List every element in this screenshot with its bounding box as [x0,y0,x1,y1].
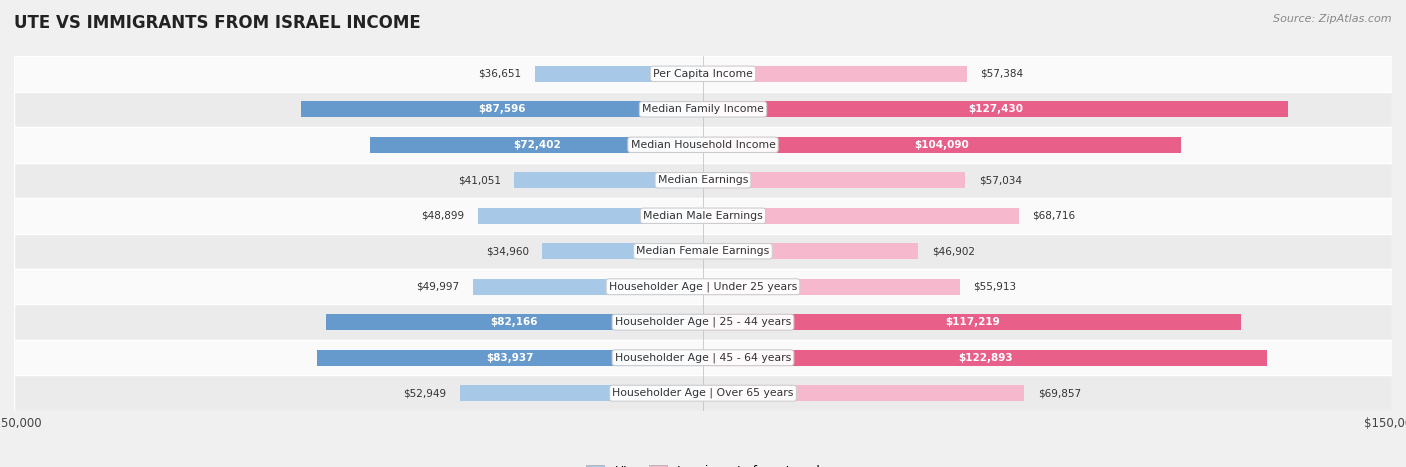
Text: $69,857: $69,857 [1038,388,1081,398]
Text: $52,949: $52,949 [404,388,446,398]
Bar [14,375,1392,411]
Bar [703,101,1288,117]
Text: Median Family Income: Median Family Income [643,104,763,114]
Text: $82,166: $82,166 [491,317,538,327]
Legend: Ute, Immigrants from Israel: Ute, Immigrants from Israel [581,460,825,467]
Bar [14,269,1392,304]
Bar [703,66,966,82]
Text: Median Female Earnings: Median Female Earnings [637,246,769,256]
Bar [543,243,703,259]
Text: $83,937: $83,937 [486,353,534,363]
Text: $48,899: $48,899 [422,211,464,221]
Text: $49,997: $49,997 [416,282,460,292]
Bar [703,350,1267,366]
Text: $57,034: $57,034 [979,175,1022,185]
Bar [474,279,703,295]
Bar [14,198,1392,234]
Text: $104,090: $104,090 [915,140,969,150]
Bar [460,385,703,401]
Text: $57,384: $57,384 [980,69,1024,79]
Text: Median Household Income: Median Household Income [630,140,776,150]
Bar [326,314,703,330]
Text: $68,716: $68,716 [1032,211,1076,221]
Text: $127,430: $127,430 [969,104,1024,114]
Bar [703,314,1241,330]
Bar [14,304,1392,340]
Text: Median Earnings: Median Earnings [658,175,748,185]
Bar [14,127,1392,163]
Bar [703,172,965,188]
Text: $72,402: $72,402 [513,140,561,150]
Bar [703,137,1181,153]
Text: Source: ZipAtlas.com: Source: ZipAtlas.com [1274,14,1392,24]
Bar [14,163,1392,198]
Text: Median Male Earnings: Median Male Earnings [643,211,763,221]
Bar [515,172,703,188]
Text: Householder Age | Under 25 years: Householder Age | Under 25 years [609,282,797,292]
Bar [478,208,703,224]
Bar [14,92,1392,127]
Bar [14,340,1392,375]
Text: $87,596: $87,596 [478,104,526,114]
Text: $41,051: $41,051 [458,175,501,185]
Bar [14,234,1392,269]
Bar [534,66,703,82]
Bar [703,208,1018,224]
Text: $36,651: $36,651 [478,69,520,79]
Bar [318,350,703,366]
Text: Householder Age | 45 - 64 years: Householder Age | 45 - 64 years [614,353,792,363]
Text: Householder Age | 25 - 44 years: Householder Age | 25 - 44 years [614,317,792,327]
Text: Per Capita Income: Per Capita Income [652,69,754,79]
Bar [14,56,1392,92]
Text: $117,219: $117,219 [945,317,1000,327]
Bar [301,101,703,117]
Bar [370,137,703,153]
Text: Householder Age | Over 65 years: Householder Age | Over 65 years [612,388,794,398]
Text: $122,893: $122,893 [957,353,1012,363]
Text: UTE VS IMMIGRANTS FROM ISRAEL INCOME: UTE VS IMMIGRANTS FROM ISRAEL INCOME [14,14,420,32]
Text: $46,902: $46,902 [932,246,976,256]
Bar [703,385,1024,401]
Bar [703,243,918,259]
Text: $55,913: $55,913 [973,282,1017,292]
Bar [703,279,960,295]
Text: $34,960: $34,960 [485,246,529,256]
